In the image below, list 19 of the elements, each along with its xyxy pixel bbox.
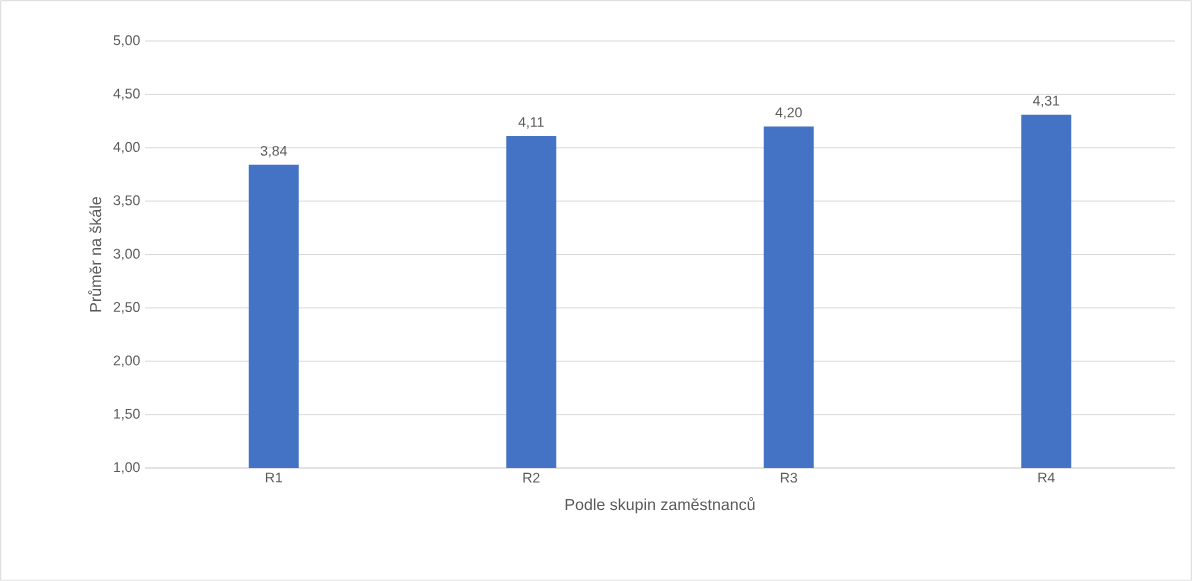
data-label: 3,84 — [260, 145, 287, 158]
x-tick-label: R3 — [780, 472, 798, 483]
y-tick-label: 2,50 — [113, 302, 140, 314]
y-tick-label: 3,50 — [113, 195, 140, 207]
y-tick-label: 4,50 — [113, 88, 140, 101]
x-tick-label: R2 — [523, 472, 540, 483]
y-tick-label: 4,00 — [113, 141, 140, 154]
y-tick-label: 1,50 — [114, 408, 140, 421]
y-axis-title: Průměr na škále — [88, 197, 102, 312]
y-tick-label: 1,00 — [114, 462, 140, 474]
x-tick-label: R4 — [1038, 472, 1055, 483]
data-label: 4,31 — [1032, 95, 1060, 108]
y-tick-label: 3,00 — [113, 248, 140, 261]
y-tick-label: 2,00 — [113, 355, 140, 368]
x-tick-label: R1 — [265, 472, 283, 483]
x-axis-title: Podle skupin zaměstnanců — [565, 497, 755, 514]
data-label: 4,11 — [518, 117, 544, 129]
data-label: 4,20 — [775, 107, 802, 120]
y-tick-label: 5,00 — [113, 35, 140, 47]
